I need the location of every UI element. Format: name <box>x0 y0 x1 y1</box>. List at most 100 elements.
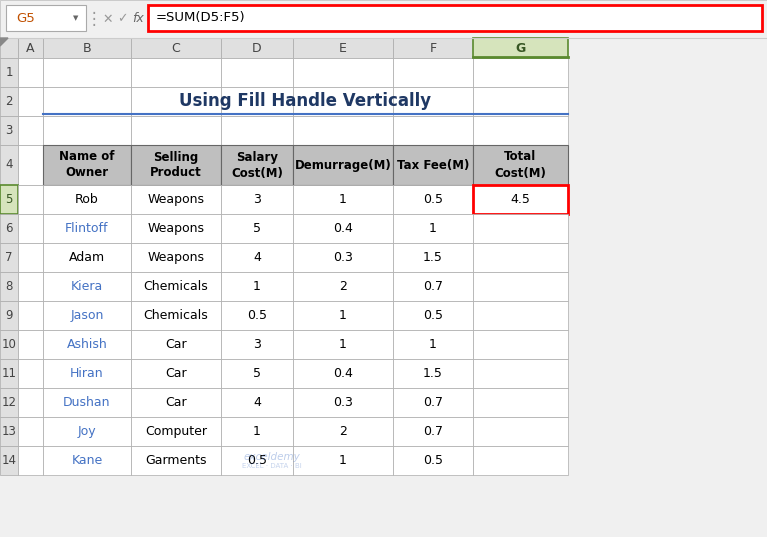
Bar <box>131 301 221 330</box>
Text: Flintoff: Flintoff <box>65 222 109 235</box>
Text: 4: 4 <box>253 396 261 409</box>
Text: 0.5: 0.5 <box>247 454 267 467</box>
Bar <box>43 38 131 58</box>
Text: Tax Fee(M): Tax Fee(M) <box>397 158 469 171</box>
Bar <box>473 359 568 388</box>
Text: F: F <box>430 41 436 54</box>
Text: Weapons: Weapons <box>147 193 205 206</box>
Bar <box>0 38 18 58</box>
Text: 9: 9 <box>5 309 13 322</box>
Bar <box>393 87 473 116</box>
Bar <box>221 446 293 475</box>
Text: Computer: Computer <box>145 425 207 438</box>
Text: Kane: Kane <box>71 454 103 467</box>
Text: 0.7: 0.7 <box>423 425 443 438</box>
Bar <box>43 388 131 417</box>
Text: Chemicals: Chemicals <box>143 280 209 293</box>
Bar <box>43 359 131 388</box>
Bar <box>148 5 762 31</box>
Bar <box>393 58 473 87</box>
Bar <box>18 446 43 475</box>
Bar <box>0 359 18 388</box>
Bar <box>18 185 43 214</box>
Bar <box>221 301 293 330</box>
Bar <box>473 243 568 272</box>
Bar <box>473 38 568 58</box>
Bar <box>473 145 568 185</box>
Text: Adam: Adam <box>69 251 105 264</box>
Text: ▼: ▼ <box>74 15 79 21</box>
Bar <box>293 272 393 301</box>
Bar <box>0 145 18 185</box>
Bar <box>43 116 131 145</box>
Bar <box>293 145 393 185</box>
Bar <box>0 116 18 145</box>
Bar <box>293 87 393 116</box>
Bar <box>393 359 473 388</box>
Text: 13: 13 <box>2 425 16 438</box>
Bar <box>473 446 568 475</box>
Bar <box>43 145 131 185</box>
Text: Dushan: Dushan <box>63 396 110 409</box>
Bar <box>18 38 43 58</box>
Text: 4: 4 <box>253 251 261 264</box>
Text: Garments: Garments <box>145 454 207 467</box>
Text: Using Fill Handle Vertically: Using Fill Handle Vertically <box>179 92 432 111</box>
Text: Total
Cost(M): Total Cost(M) <box>495 150 546 179</box>
Text: 1: 1 <box>339 309 347 322</box>
Text: 0.5: 0.5 <box>423 454 443 467</box>
Text: B: B <box>83 41 91 54</box>
Text: Weapons: Weapons <box>147 251 205 264</box>
Bar <box>393 330 473 359</box>
Text: Ashish: Ashish <box>67 338 107 351</box>
Bar <box>18 417 43 446</box>
Bar <box>131 272 221 301</box>
Bar <box>131 359 221 388</box>
Text: Car: Car <box>165 338 187 351</box>
Bar <box>221 214 293 243</box>
Bar <box>221 359 293 388</box>
Text: Joy: Joy <box>77 425 97 438</box>
Text: 1: 1 <box>429 338 437 351</box>
Bar <box>18 116 43 145</box>
Bar <box>473 417 568 446</box>
Text: 1: 1 <box>429 222 437 235</box>
Text: 3: 3 <box>5 124 13 137</box>
Text: Salary
Cost(M): Salary Cost(M) <box>231 150 283 179</box>
Text: 0.5: 0.5 <box>423 309 443 322</box>
Text: D: D <box>252 41 262 54</box>
Bar <box>293 388 393 417</box>
Bar <box>131 243 221 272</box>
Bar <box>221 388 293 417</box>
Bar <box>221 38 293 58</box>
Bar <box>0 243 18 272</box>
Text: E: E <box>339 41 347 54</box>
Bar <box>473 272 568 301</box>
Bar <box>0 87 18 116</box>
Bar <box>131 417 221 446</box>
Text: 3: 3 <box>253 338 261 351</box>
Bar <box>221 58 293 87</box>
Bar <box>18 330 43 359</box>
Bar <box>0 214 18 243</box>
Bar <box>293 214 393 243</box>
Bar <box>293 417 393 446</box>
Bar <box>473 58 568 87</box>
Text: 2: 2 <box>339 280 347 293</box>
Text: 5: 5 <box>253 222 261 235</box>
Text: 0.5: 0.5 <box>423 193 443 206</box>
Bar <box>131 87 221 116</box>
Text: 2: 2 <box>339 425 347 438</box>
Text: 0.3: 0.3 <box>333 251 353 264</box>
Bar <box>221 330 293 359</box>
Text: 14: 14 <box>2 454 17 467</box>
Text: C: C <box>172 41 180 54</box>
Text: 1: 1 <box>339 193 347 206</box>
Text: 2: 2 <box>5 95 13 108</box>
Bar <box>293 330 393 359</box>
Bar <box>293 116 393 145</box>
Bar <box>393 38 473 58</box>
Text: Selling
Product: Selling Product <box>150 150 202 179</box>
Bar <box>221 87 293 116</box>
Text: G5: G5 <box>16 11 35 25</box>
